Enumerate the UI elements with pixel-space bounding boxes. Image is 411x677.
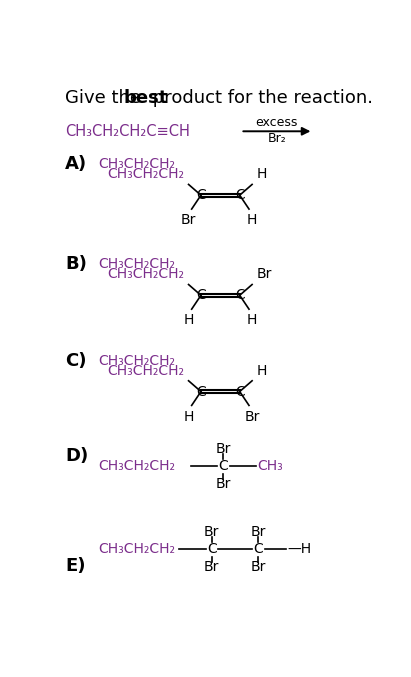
Text: Br₂: Br₂ (268, 132, 286, 145)
Text: H: H (247, 313, 257, 327)
Text: Br: Br (216, 441, 231, 456)
Text: C: C (207, 542, 217, 556)
Text: Br: Br (251, 525, 266, 539)
Text: best: best (123, 89, 168, 107)
Text: Br: Br (216, 477, 231, 491)
Text: product for the reaction.: product for the reaction. (147, 89, 373, 107)
Text: C: C (235, 288, 245, 303)
Text: CH₃CH₂CH₂: CH₃CH₂CH₂ (107, 267, 184, 281)
Text: H: H (256, 167, 267, 181)
Text: CH₃CH₂CH₂: CH₃CH₂CH₂ (98, 156, 175, 171)
Text: C: C (254, 542, 263, 556)
Text: CH₃CH₂CH₂: CH₃CH₂CH₂ (98, 542, 175, 556)
Text: C: C (235, 188, 245, 202)
Text: Br: Br (256, 267, 272, 281)
Text: B): B) (65, 255, 87, 273)
Text: CH₃CH₂CH₂: CH₃CH₂CH₂ (107, 364, 184, 378)
Text: H: H (247, 213, 257, 227)
Text: C): C) (65, 352, 87, 370)
Text: A): A) (65, 154, 88, 173)
Text: C: C (196, 288, 206, 303)
Text: Br: Br (204, 525, 219, 539)
Text: —H: —H (288, 542, 312, 556)
Text: Br: Br (181, 213, 196, 227)
Text: C: C (196, 188, 206, 202)
Text: H: H (183, 313, 194, 327)
Text: C: C (219, 459, 228, 473)
Text: Br: Br (251, 560, 266, 574)
Text: C: C (235, 385, 245, 399)
Text: Give the: Give the (65, 89, 147, 107)
Text: Br: Br (245, 410, 260, 424)
Text: CH₃CH₂CH₂: CH₃CH₂CH₂ (98, 459, 175, 473)
Text: CH₃: CH₃ (258, 459, 283, 473)
Text: D): D) (65, 447, 89, 465)
Text: CH₃CH₂CH₂: CH₃CH₂CH₂ (98, 257, 175, 271)
Text: CH₃CH₂CH₂: CH₃CH₂CH₂ (107, 167, 184, 181)
Text: Br: Br (204, 560, 219, 574)
Text: H: H (183, 410, 194, 424)
Text: E): E) (65, 557, 86, 575)
Text: CH₃CH₂CH₂C≡CH: CH₃CH₂CH₂C≡CH (65, 124, 190, 139)
Text: excess: excess (256, 116, 298, 129)
Text: H: H (256, 364, 267, 378)
Text: C: C (196, 385, 206, 399)
Text: CH₃CH₂CH₂: CH₃CH₂CH₂ (98, 354, 175, 368)
